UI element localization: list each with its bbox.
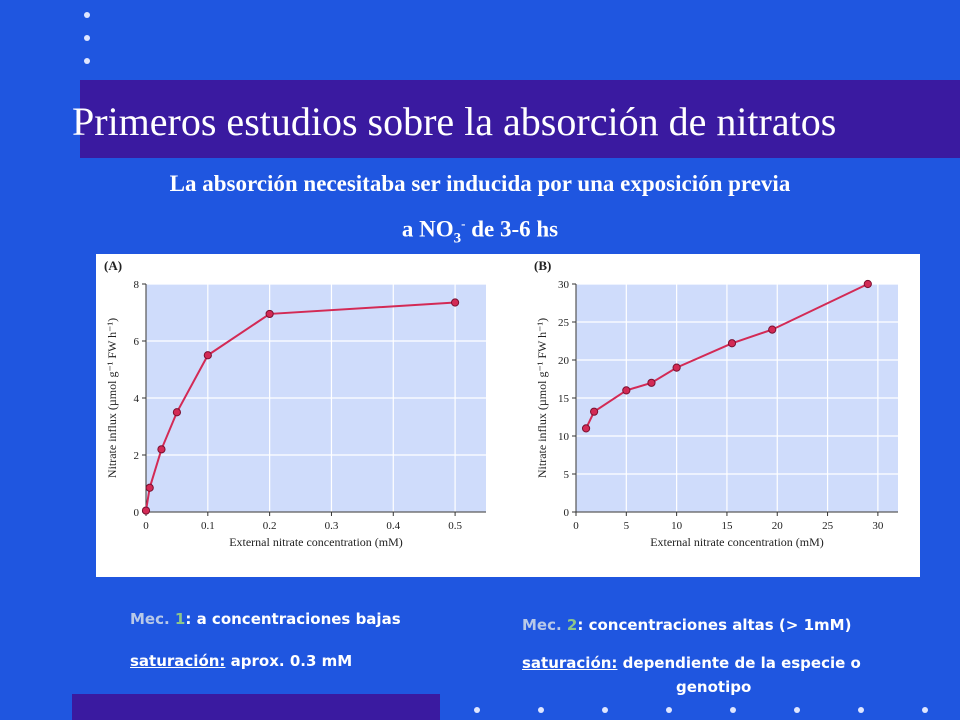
- x-tick-label: 0.2: [263, 520, 277, 532]
- mec1-saturation-line: saturación: aprox. 0.3 mM: [130, 652, 352, 670]
- y-axis-label: Nitrate influx (µmol g⁻¹ FW h⁻¹): [535, 318, 549, 478]
- bullet-dot: [666, 707, 672, 713]
- data-point: [622, 386, 631, 395]
- bullet-dot: [794, 707, 800, 713]
- y-tick-label: 2: [134, 450, 140, 462]
- slide-subtitle-line1: La absorción necesitaba ser inducida por…: [169, 171, 791, 196]
- data-point: [768, 325, 777, 334]
- bullet-dot: [84, 35, 90, 41]
- data-point: [590, 407, 599, 416]
- data-point: [203, 351, 212, 360]
- y-tick-label: 30: [558, 279, 570, 291]
- data-point: [157, 445, 166, 454]
- mec2-saturation-line: saturación: dependiente de la especie o: [522, 654, 861, 672]
- y-tick-label: 8: [134, 279, 140, 291]
- mec2-line: Mec. 2: concentraciones altas (> 1mM): [522, 616, 851, 634]
- data-point: [727, 339, 737, 348]
- title-band: [80, 80, 960, 158]
- subtitle-subscript: 3: [453, 230, 462, 247]
- x-tick-label: 10: [671, 520, 683, 532]
- slide-subtitle-line2: a NO3- de 3-6 hs: [0, 216, 960, 247]
- x-tick-label: 25: [822, 520, 834, 532]
- y-tick-label: 5: [564, 469, 570, 481]
- x-axis-label: External nitrate concentration (mM): [650, 535, 824, 549]
- mec2-saturation-value: dependiente de la especie o: [617, 654, 861, 672]
- x-tick-label: 0: [573, 520, 579, 532]
- x-tick-label: 15: [721, 520, 733, 532]
- mec1-number: 1: [174, 610, 186, 628]
- mec2-saturation-line2: genotipo: [676, 678, 752, 696]
- x-tick-label: 0.1: [201, 520, 215, 532]
- subtitle-text: a NO: [401, 216, 454, 242]
- y-axis-label: Nitrate influx (µmol g⁻¹ FW h⁻¹): [105, 318, 119, 478]
- data-point: [863, 279, 872, 289]
- series-line: [585, 283, 869, 429]
- x-tick-label: 20: [772, 520, 784, 532]
- y-tick-label: 10: [558, 431, 570, 443]
- x-tick-label: 5: [624, 520, 630, 532]
- data-point: [172, 408, 182, 417]
- y-tick-label: 20: [558, 355, 570, 367]
- panel-label: (B): [534, 258, 551, 273]
- mec1-saturation-value: aprox. 0.3 mM: [225, 652, 353, 670]
- bullet-dot: [474, 707, 480, 713]
- y-tick-label: 0: [134, 507, 140, 519]
- panel-label: (A): [104, 258, 122, 273]
- bullet-dot: [602, 707, 608, 713]
- subtitle-superscript: -: [461, 216, 466, 231]
- y-tick-label: 4: [134, 393, 140, 405]
- data-point: [647, 378, 656, 387]
- y-tick-label: 6: [134, 336, 140, 348]
- mec1-prefix: Mec.: [130, 610, 175, 628]
- y-tick-label: 25: [558, 317, 570, 329]
- x-tick-label: 0.4: [386, 520, 400, 532]
- slide-title: Primeros estudios sobre la absorción de …: [72, 99, 837, 144]
- mec2-saturation-label: saturación:: [522, 654, 618, 672]
- decorative-dot-column: [84, 12, 90, 81]
- x-tick-label: 30: [872, 520, 884, 532]
- x-tick-label: 0: [143, 520, 149, 532]
- data-point: [145, 483, 154, 492]
- mec1-saturation-label: saturación:: [130, 652, 226, 670]
- footer-band: [72, 694, 440, 720]
- data-point: [581, 424, 591, 433]
- data-point: [265, 309, 274, 319]
- mec2-prefix: Mec.: [522, 616, 567, 634]
- bullet-dot: [84, 58, 90, 64]
- bullet-dot: [922, 707, 928, 713]
- x-tick-label: 0.3: [325, 520, 339, 532]
- bullet-dot: [730, 707, 736, 713]
- y-tick-label: 15: [558, 393, 570, 405]
- mec1-line: Mec. 1: a concentraciones bajas: [130, 610, 401, 628]
- y-tick-label: 0: [564, 507, 570, 519]
- chart-panel: 0 2 4 6 8 0 0.1 0.2 0.3 0.4 0.5 External nitrate co…: [96, 254, 920, 577]
- bullet-dot: [858, 707, 864, 713]
- bullet-dot: [538, 707, 544, 713]
- data-point: [450, 298, 460, 307]
- data-point: [141, 506, 151, 515]
- data-point: [672, 363, 681, 372]
- mec2-number: 2: [566, 616, 578, 634]
- x-axis-label: External nitrate concentration (mM): [229, 535, 403, 549]
- x-tick-label: 0.5: [448, 520, 462, 532]
- bullet-dot: [84, 12, 90, 18]
- charts-svg: 0 2 4 6 8 0 0.1 0.2 0.3 0.4 0.5 External nitrate co…: [104, 258, 898, 549]
- mec2-text: : concentraciones altas (> 1mM): [577, 616, 852, 634]
- mec1-text: : a concentraciones bajas: [185, 610, 401, 628]
- subtitle-text-end: de 3-6 hs: [465, 216, 559, 242]
